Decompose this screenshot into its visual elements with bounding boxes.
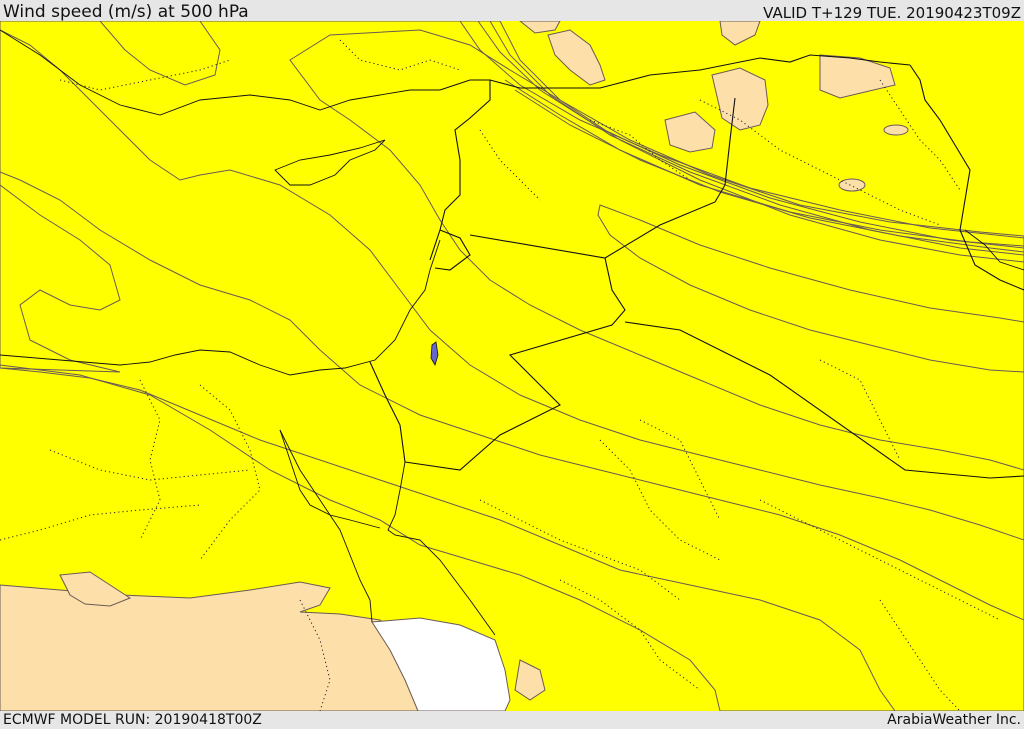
model-run: ECMWF MODEL RUN: 20190418T00Z: [3, 712, 262, 728]
border-iraq-jordan-saudi: [404, 257, 626, 471]
map-title: Wind speed (m/s) at 500 hPa: [3, 2, 249, 22]
credit: ArabiaWeather Inc.: [887, 712, 1021, 728]
coast-gulf-of-aqaba: [387, 461, 496, 636]
pocket-light-orange-west: [0, 184, 121, 373]
band-yellow-orange: [0, 21, 1024, 711]
border-saudi-iraq: [624, 321, 1024, 479]
band-orange: [0, 21, 1024, 621]
coast-persian-gulf: [964, 229, 1024, 271]
beige-zone-north-5: [719, 21, 761, 46]
coast-mediterranean-south: [0, 239, 441, 376]
border-egypt-israel: [369, 361, 406, 463]
border-iraq-iran: [909, 64, 1024, 291]
pocket-orange-northwest: [99, 21, 221, 86]
beige-zone-north-8: [883, 124, 909, 136]
coast-sinai-west: [279, 429, 381, 529]
beige-zone-north-2: [711, 67, 769, 131]
coast-turkey-south: [0, 29, 440, 116]
yellow-base: [0, 21, 1024, 711]
header-bar: Wind speed (m/s) at 500 hPa VALID T+129 …: [0, 0, 1024, 21]
footer-bar: ECMWF MODEL RUN: 20190418T00Z ArabiaWeat…: [0, 711, 1024, 729]
white-zone: [371, 617, 511, 711]
beige-zone-north-3: [664, 111, 716, 153]
border-turkey-syria: [429, 79, 491, 261]
wind-speed-map: [0, 21, 1024, 711]
dead-sea: [430, 341, 439, 367]
beige-zone-north-7: [838, 178, 866, 192]
beige-patch-libya: [59, 571, 132, 607]
band-dark-orange: [0, 21, 1024, 541]
beige-zone-north-1: [547, 29, 606, 86]
coast-gulf-of-suez: [279, 429, 373, 623]
band-light-orange: [0, 21, 1024, 711]
coast-cyprus: [274, 139, 386, 186]
jet-core-red: [597, 204, 1024, 373]
valid-time: VALID T+129 TUE. 20190423T09Z: [763, 4, 1021, 22]
beige-zone-north-6: [519, 21, 561, 34]
beige-zone-red-sea: [514, 659, 546, 701]
band-red-orange: [289, 29, 1024, 471]
border-lebanon: [434, 229, 471, 271]
